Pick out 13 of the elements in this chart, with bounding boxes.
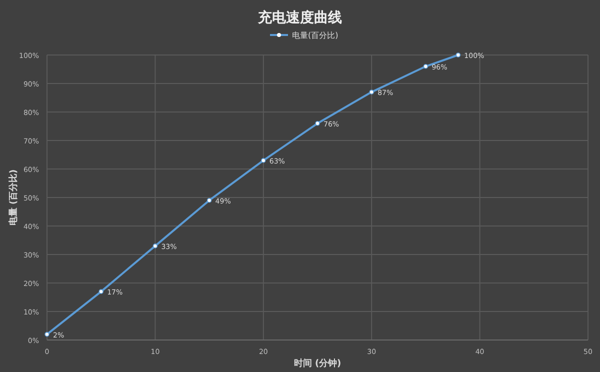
point — [423, 64, 428, 69]
chart-title: 充电速度曲线 — [257, 9, 342, 26]
point — [261, 158, 266, 163]
point — [315, 121, 320, 126]
point — [152, 244, 158, 248]
point — [456, 52, 461, 58]
point — [44, 332, 50, 337]
y-axis-title: 电量 (百分比) — [8, 169, 19, 226]
point — [369, 90, 374, 94]
legend-label: 电量(百分比) — [292, 31, 338, 40]
x-axis-title: 时间 (分钟) — [294, 358, 342, 369]
point — [206, 198, 212, 203]
point — [98, 289, 104, 294]
